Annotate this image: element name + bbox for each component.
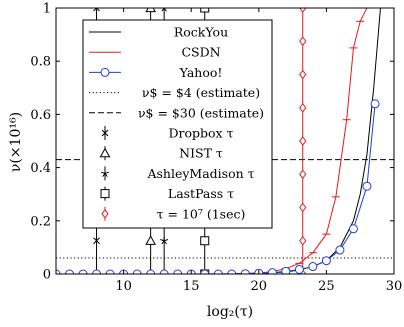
- legend-label: ν$ = $4 (estimate): [142, 85, 260, 100]
- vertical-marker-point: [299, 102, 307, 113]
- legend-entry: Yahoo!: [89, 65, 222, 80]
- y-tick-label: 0.8: [30, 55, 51, 70]
- legend-entry: CSDN: [89, 45, 221, 60]
- vertical-marker-point: [200, 8, 210, 13]
- data-point: [146, 269, 156, 274]
- x-tick-label: 25: [318, 279, 335, 294]
- y-tick-label: 0.2: [30, 214, 51, 229]
- vertical-marker-point: [299, 169, 307, 180]
- legend-swatch-marker: [100, 67, 110, 77]
- y-tick-label: 1: [43, 2, 51, 17]
- axes: 10 15 20 25 30 0 0.2 0.4 0.6 0.8 1: [30, 2, 402, 295]
- legend-label: τ = 10⁷ (1sec): [157, 206, 246, 221]
- legend-label: CSDN: [181, 45, 220, 60]
- legend-label: ν$ = $30 (estimate): [138, 105, 264, 120]
- x-tick-label: 30: [386, 279, 403, 294]
- vertical-marker-point: [145, 8, 156, 13]
- data-point: [200, 269, 210, 274]
- data-point: [321, 256, 331, 266]
- vertical-marker-series: [299, 8, 307, 274]
- vertical-marker-point: [93, 8, 100, 12]
- data-point: [267, 268, 277, 274]
- data-point: [105, 269, 115, 274]
- data-point: [56, 269, 61, 274]
- vertical-marker-point: [299, 8, 307, 13]
- data-point: [159, 269, 169, 274]
- y-axis-label: ν(×10¹⁶): [8, 112, 24, 172]
- data-point: [335, 245, 345, 255]
- legend-entry: τ = 10⁷ (1sec): [101, 206, 246, 221]
- legend-entry: ν$ = $30 (estimate): [89, 105, 264, 120]
- data-point: [348, 224, 358, 234]
- data-point: [78, 269, 88, 274]
- x-tick-label: 15: [183, 279, 200, 294]
- legend-entry: LastPass τ: [100, 186, 234, 201]
- data-point: [308, 262, 318, 272]
- vertical-marker-point: [299, 202, 307, 213]
- x-tick-label: 20: [251, 279, 268, 294]
- legend-swatch-marker: [101, 208, 109, 219]
- vertical-marker-point: [145, 235, 156, 245]
- legend-entry: AshleyMadison τ: [101, 166, 255, 181]
- legend-swatch-marker: [99, 147, 111, 158]
- data-point: [294, 264, 304, 274]
- y-tick-label: 0: [43, 268, 51, 283]
- vertical-marker-point: [299, 136, 307, 146]
- x-axis-label: log₂(τ): [207, 304, 253, 320]
- data-point: [213, 269, 223, 274]
- vertical-marker-point: [200, 236, 210, 246]
- data-point: [362, 181, 372, 191]
- y-tick-label: 0.6: [30, 108, 51, 123]
- x-tick-label: 10: [115, 279, 132, 294]
- vertical-marker-point: [299, 235, 307, 246]
- data-point: [173, 269, 183, 274]
- legend-label: NIST τ: [179, 146, 223, 161]
- legend-swatch-marker: [101, 169, 109, 177]
- vertical-marker-point: [299, 69, 307, 80]
- data-point: [65, 269, 75, 274]
- legend-swatch-marker: [101, 129, 109, 137]
- legend-label: Yahoo!: [179, 65, 223, 80]
- legend-label: LastPass τ: [168, 186, 234, 201]
- plot-frame: [55, 7, 395, 275]
- vertical-marker-point: [161, 8, 167, 12]
- vertical-marker-point: [299, 36, 307, 47]
- legend-entry: ν$ = $4 (estimate): [89, 85, 260, 100]
- legend-label: AshleyMadison τ: [146, 166, 254, 181]
- y-tick-label: 0.4: [30, 161, 51, 176]
- legend-label: Dropbox τ: [169, 126, 234, 141]
- data-point: [92, 269, 102, 274]
- legend-entry: NIST τ: [99, 146, 223, 161]
- legend-box: [82, 19, 273, 229]
- vertical-marker-point: [93, 237, 100, 245]
- data-point: [132, 269, 142, 274]
- legend-label: RockYou: [174, 25, 228, 40]
- legend: RockYou CSDN Yahoo! ν$ = $4 (estimate) ν$ = …: [82, 19, 273, 229]
- data-point: [227, 269, 237, 274]
- series-yahoo-: [56, 99, 380, 274]
- vertical-marker-point: [160, 236, 169, 245]
- legend-entry: RockYou: [89, 25, 228, 40]
- legend-entry: Dropbox τ: [101, 126, 234, 141]
- data-point: [370, 99, 380, 109]
- data-point: [281, 266, 291, 274]
- legend-swatch-marker: [100, 189, 110, 199]
